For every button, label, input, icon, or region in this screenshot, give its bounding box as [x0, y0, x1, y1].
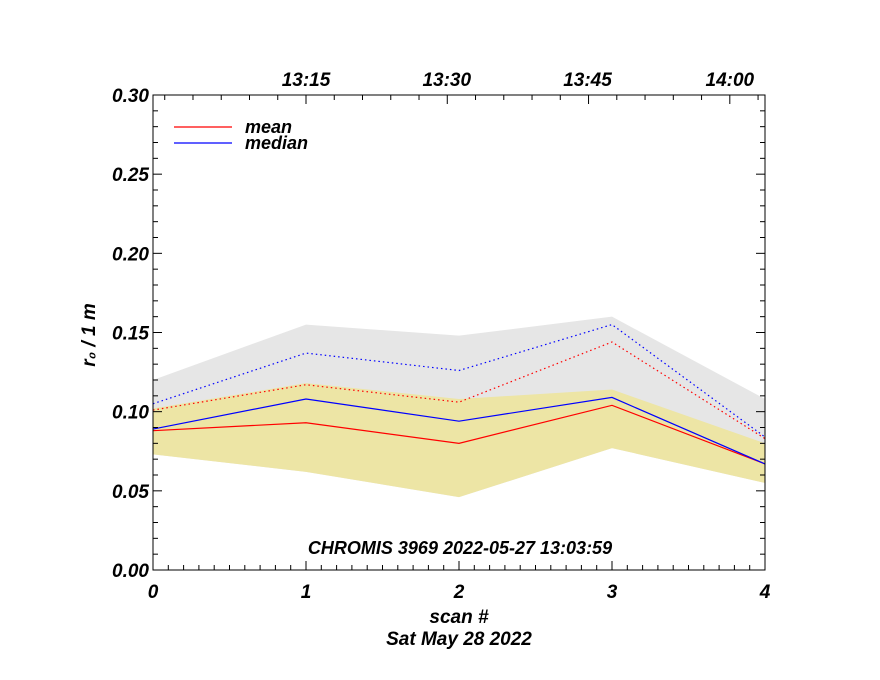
series-line-dotted-3 — [152, 323, 766, 438]
y-axis-title: r₀ / 1 m — [79, 303, 100, 367]
legend-label-mean: mean — [245, 117, 292, 137]
top-axis-time-label: 13:30 — [422, 70, 471, 91]
y-tick-label: 0.15 — [112, 324, 149, 345]
y-tick-label: 0.30 — [112, 86, 149, 107]
series-lines — [152, 323, 766, 465]
y-tick-label: 0.05 — [112, 482, 149, 503]
confidence-bands — [153, 316, 765, 498]
x-tick-label: 1 — [301, 582, 312, 603]
y-tick-label: 0.00 — [112, 561, 149, 582]
top-axis-time-label: 13:15 — [282, 70, 331, 91]
top-axis-time-label: 13:45 — [563, 70, 612, 91]
x-tick-label: 4 — [759, 582, 771, 603]
y-tick-label: 0.10 — [112, 403, 149, 424]
plot-frame — [152, 94, 766, 571]
x-tick-label: 2 — [453, 582, 465, 603]
x-axis-title: scan # — [429, 607, 489, 628]
tick-labels: 0 1 2 3 4 0.00 0.05 0.10 0.15 0.20 0.25 0.30 13:15 13… — [112, 70, 771, 603]
y-tick-label: 0.25 — [112, 165, 149, 186]
x-tick-label: 0 — [148, 582, 159, 603]
legend-label-median: median — [245, 133, 308, 153]
tick-marks — [152, 94, 766, 571]
y-tick-label: 0.20 — [112, 244, 149, 265]
chart-annotation: CHROMIS 3969 2022-05-27 13:03:59 — [308, 538, 612, 558]
x-tick-label: 3 — [607, 582, 618, 603]
band-inner — [153, 383, 765, 498]
axes — [152, 94, 766, 571]
series-line-mean — [152, 404, 766, 465]
top-axis-time-label: 14:00 — [706, 70, 755, 91]
x-axis-subtitle-date: Sat May 28 2022 — [386, 629, 532, 650]
series-line-median — [152, 396, 766, 465]
